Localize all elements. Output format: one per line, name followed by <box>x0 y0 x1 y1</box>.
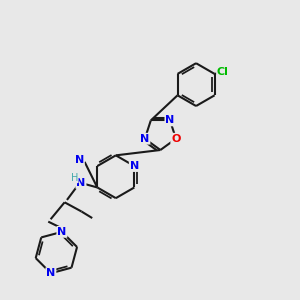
Text: Cl: Cl <box>217 68 229 77</box>
Text: N: N <box>57 227 67 237</box>
Text: N: N <box>76 178 86 188</box>
Text: N: N <box>46 268 56 278</box>
Text: O: O <box>171 134 181 144</box>
Text: H: H <box>71 172 78 183</box>
Text: N: N <box>75 155 84 165</box>
Text: H: H <box>76 155 83 165</box>
Text: N: N <box>165 116 175 125</box>
Text: N: N <box>130 161 139 171</box>
Text: N: N <box>140 134 149 144</box>
